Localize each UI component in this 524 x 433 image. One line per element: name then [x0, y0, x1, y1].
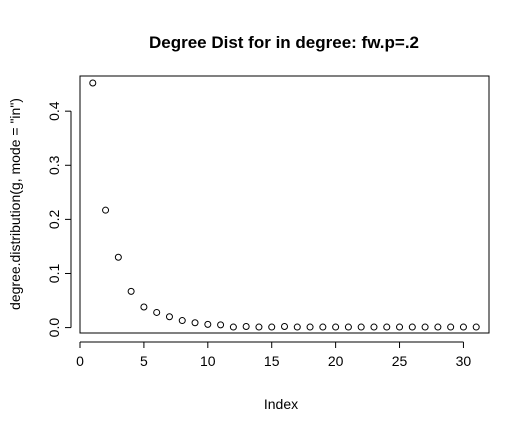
data-point [434, 323, 442, 331]
x-tick-label: 30 [456, 353, 472, 369]
data-point [178, 317, 186, 325]
data-point [344, 323, 352, 331]
data-point [127, 287, 135, 295]
data-point [140, 303, 148, 311]
data-point [370, 323, 378, 331]
x-tick-label: 15 [264, 353, 280, 369]
data-point [281, 323, 288, 331]
y-axis: 0.0 0.1 0.2 0.3 0.4 [46, 101, 72, 338]
x-tick-label: 5 [140, 353, 148, 369]
data-point [421, 323, 429, 331]
x-tick-label: 0 [76, 353, 84, 369]
data-point [332, 323, 340, 331]
data-point [408, 323, 416, 331]
data-point [89, 79, 97, 87]
data-point [165, 313, 173, 321]
y-tick-label: 0.2 [46, 209, 62, 229]
data-point [383, 323, 391, 331]
y-tick-label: 0.1 [46, 264, 62, 284]
data-point [242, 323, 250, 331]
data-point [204, 320, 212, 328]
y-tick-label: 0.0 [46, 318, 62, 338]
data-point [293, 323, 301, 331]
data-point [447, 323, 455, 331]
data-point [268, 323, 276, 331]
y-axis-label: degree.distribution(g, mode = "in") [7, 98, 23, 310]
data-point [217, 321, 225, 329]
data-point [396, 323, 404, 331]
y-tick-label: 0.3 [46, 155, 62, 175]
data-points [89, 79, 480, 331]
data-point [459, 323, 467, 331]
x-axis: 0 5 10 15 20 25 30 [76, 341, 472, 369]
data-point [153, 308, 161, 316]
data-point [102, 206, 110, 214]
y-tick-label: 0.4 [46, 101, 62, 121]
x-tick-label: 25 [392, 353, 408, 369]
x-axis-label: Index [264, 396, 298, 412]
data-point [255, 323, 263, 331]
data-point [306, 323, 314, 331]
x-tick-label: 20 [328, 353, 344, 369]
data-point [357, 323, 365, 331]
data-point [472, 323, 480, 331]
data-point [229, 323, 237, 331]
data-point [114, 253, 122, 261]
plot-frame [79, 75, 490, 334]
x-tick-label: 10 [200, 353, 216, 369]
data-point [319, 323, 327, 331]
chart-title: Degree Dist for in degree: fw.p=.2 [149, 33, 419, 52]
data-point [191, 319, 199, 327]
